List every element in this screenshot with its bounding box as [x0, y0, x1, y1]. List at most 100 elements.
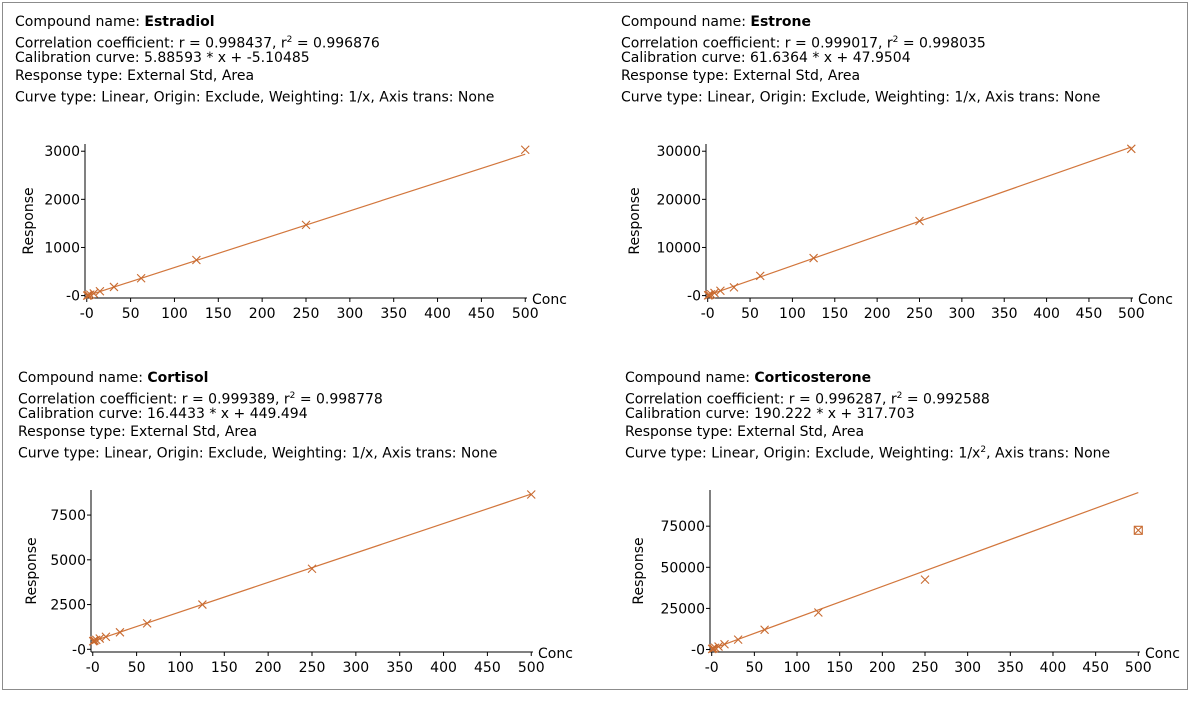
r-squared-superscript: 2: [286, 35, 293, 45]
data-point-marker: [84, 290, 93, 300]
calibration-fit-line: [711, 492, 1139, 650]
weighting-superscript: 2: [980, 445, 987, 455]
correlation-label: Correlation coefficient: r = 0.999017, r: [621, 35, 893, 52]
data-point-marker: [813, 608, 823, 617]
r-squared-superscript: 2: [289, 391, 296, 401]
x-tick-label: 100: [784, 660, 811, 676]
x-tick-label: 300: [342, 660, 369, 676]
response-type-line: Response type: External Std, Area: [18, 424, 258, 440]
data-point-marker: [191, 255, 201, 265]
r-squared-superscript: 2: [896, 391, 903, 401]
data-point-marker: [809, 253, 818, 263]
curve-type-prefix: Curve type: Linear, Origin: Exclude, Wei…: [621, 89, 977, 106]
data-point-marker: [760, 625, 769, 635]
curve-type-suffix: , Axis trans: None: [373, 445, 498, 462]
x-tick-label: 500: [518, 660, 545, 676]
figure-frame: Compound name: Estradiol Correlation coe…: [2, 2, 1188, 690]
data-point-marker: [307, 564, 317, 574]
y-tick-label: 2500: [50, 598, 86, 614]
x-tick-label: 150: [826, 660, 853, 676]
data-point-marker: [714, 642, 723, 651]
data-point-marker: [197, 600, 207, 609]
x-tick-label: 50: [745, 660, 763, 676]
y-tick-label: 20000: [656, 192, 701, 208]
y-tick-label: 50000: [660, 560, 705, 576]
calibration-curve-line: Calibration curve: 16.4433 * x + 449.494: [18, 406, 308, 422]
curve-type-prefix: Curve type: Linear, Origin: Exclude, Wei…: [15, 89, 371, 106]
compound-info: Compound name: Cortisol Correlation coef…: [18, 369, 498, 462]
excluded-point-marker: [1133, 525, 1143, 535]
x-tick-label: 150: [205, 306, 232, 322]
curve-type-prefix: Curve type: Linear, Origin: Exclude, Wei…: [18, 445, 374, 462]
x-tick-label: 350: [380, 306, 407, 322]
x-tick-label: 100: [779, 306, 806, 322]
curve-type-line: Curve type: Linear, Origin: Exclude, Wei…: [625, 441, 1111, 462]
x-tick-label: 100: [161, 306, 188, 322]
x-tick-label: 250: [299, 660, 326, 676]
data-point-marker: [89, 289, 99, 298]
calibration-plot: -0 50 100 150 200 250 300 350 400 450 500 -0 25000 50…: [631, 490, 1180, 676]
data-point-marker: [733, 635, 743, 645]
x-tick-label: 400: [430, 660, 457, 676]
compound-name-label: Compound name:: [621, 14, 751, 30]
x-tick-label: 400: [1033, 306, 1060, 322]
correlation-line: Correlation coefficient: r = 0.996287, r…: [625, 387, 1110, 408]
x-tick-label: 200: [255, 660, 282, 676]
calibration-fit-line: [92, 493, 532, 642]
data-point-marker: [101, 632, 111, 642]
correlation-line: Correlation coefficient: r = 0.998437, r…: [15, 31, 494, 52]
compound-name: Corticosterone: [754, 370, 872, 386]
y-tick-label: 25000: [660, 601, 705, 617]
x-tick-label: 250: [912, 660, 939, 676]
y-tick-label: 30000: [656, 144, 701, 160]
calibration-panel-estradiol: Compound name: Estradiol Correlation coe…: [15, 13, 605, 353]
correlation-value: = 0.992588: [902, 391, 990, 408]
curve-type-line: Curve type: Linear, Origin: Exclude, Wei…: [15, 85, 494, 106]
response-type-line: Response type: External Std, Area: [15, 68, 255, 84]
compound-name-label: Compound name:: [15, 14, 145, 30]
compound-info: Compound name: Estradiol Correlation coe…: [15, 13, 494, 106]
data-point-marker: [526, 490, 536, 499]
calibration-plot: -0 50 100 150 200 250 300 350 400 450 500 -0 10000 20…: [627, 144, 1173, 322]
y-tick-label: -0: [687, 289, 701, 305]
compound-info: Compound name: Corticosterone Correlatio…: [625, 369, 1111, 462]
compound-name-label: Compound name:: [625, 370, 755, 386]
data-point-marker: [301, 220, 311, 230]
correlation-value: = 0.998035: [898, 35, 986, 52]
x-tick-label: 200: [869, 660, 896, 676]
data-point-marker: [704, 290, 714, 300]
calibration-curve-line: Calibration curve: 190.222 * x + 317.703: [625, 406, 915, 422]
data-point-marker: [95, 286, 105, 296]
compound-name-line: Compound name: Cortisol: [18, 369, 497, 387]
curve-type-suffix: , Axis trans: None: [986, 445, 1111, 462]
correlation-label: Correlation coefficient: r = 0.999389, r: [18, 391, 290, 408]
compound-name-line: Compound name: Estradiol: [15, 13, 494, 31]
x-tick-label: 400: [424, 306, 451, 322]
x-tick-label: 500: [1125, 660, 1152, 676]
data-point-marker: [1126, 144, 1136, 154]
data-point-marker: [709, 643, 718, 653]
y-axis-label: Response: [631, 537, 647, 604]
data-point-marker: [142, 618, 152, 628]
compound-info: Compound name: Estrone Correlation coeff…: [621, 13, 1101, 106]
x-tick-label: -0: [701, 306, 715, 322]
data-point-marker: [90, 635, 99, 645]
data-point-marker: [720, 639, 729, 649]
y-axis-label: Response: [24, 537, 40, 604]
compound-name: Estradiol: [144, 14, 215, 30]
compound-name: Cortisol: [147, 370, 209, 386]
correlation-label: Correlation coefficient: r = 0.998437, r: [15, 35, 287, 52]
y-tick-label: 2000: [44, 192, 80, 208]
x-tick-label: 450: [474, 660, 501, 676]
y-tick-label: -0: [66, 289, 80, 305]
x-axis-label: Conc: [1145, 646, 1180, 662]
x-tick-label: 400: [1040, 660, 1067, 676]
y-tick-label: -0: [691, 643, 705, 659]
x-tick-label: 250: [906, 306, 933, 322]
x-axis-label: Conc: [532, 292, 567, 308]
response-type-line: Response type: External Std, Area: [621, 68, 861, 84]
curve-type-suffix: , Axis trans: None: [976, 89, 1101, 106]
compound-name-line: Compound name: Corticosterone: [625, 369, 1110, 387]
calibration-curve-line: Calibration curve: 61.6364 * x + 47.9504: [621, 50, 911, 66]
x-tick-label: 450: [1076, 306, 1103, 322]
